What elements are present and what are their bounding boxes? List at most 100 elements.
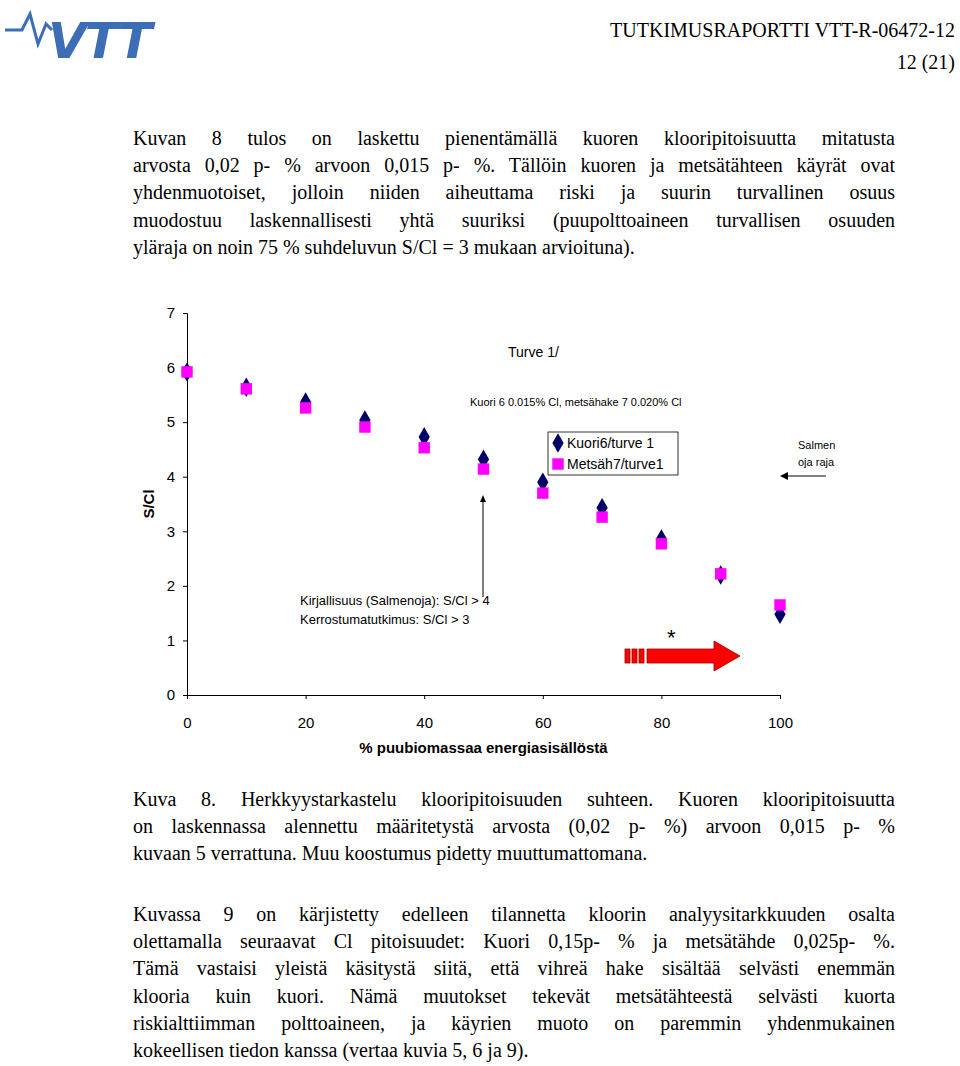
annotation: Salmen bbox=[798, 439, 835, 451]
arrows bbox=[480, 472, 826, 671]
y-tick: 5 bbox=[167, 413, 187, 430]
point bbox=[418, 442, 429, 453]
x-tick: 60 bbox=[535, 695, 552, 731]
x-tick-mark bbox=[780, 695, 781, 699]
logo: VTT bbox=[5, 12, 156, 70]
paragraph-line: Kuvassa 9 on kärjistetty edelleen tilann… bbox=[133, 903, 895, 926]
x-tick: 0 bbox=[183, 695, 191, 731]
paragraph-line: riskialttiimman polttoaineen, ja käyrien… bbox=[133, 1012, 895, 1035]
series bbox=[181, 366, 785, 610]
paragraph-line: olettamalla seuraavat Cl pitoisuudet: Ku… bbox=[133, 930, 895, 953]
annotation: oja raja bbox=[798, 456, 835, 468]
paragraph-line: yhdenmuotoiset, jolloin niiden aiheuttam… bbox=[133, 181, 895, 204]
y-tick: 2 bbox=[167, 577, 187, 594]
x-tick: 20 bbox=[298, 695, 315, 731]
paragraph-line: Tämä vastaisi yleistä käsitystä siitä, e… bbox=[133, 957, 895, 980]
points bbox=[181, 362, 785, 624]
y-axis: 0 1 2 3 4 5 6 7 bbox=[167, 304, 188, 703]
point bbox=[181, 366, 192, 377]
x-tick-label: 60 bbox=[535, 714, 552, 731]
paragraph-line: arvosta 0,02 p- % arvoon 0,015 p- %. Täl… bbox=[133, 154, 895, 177]
y-tick-mark bbox=[183, 477, 187, 478]
paragraph: Kuvassa 9 on kärjistetty edelleen tilann… bbox=[133, 903, 895, 1062]
y-tick-label: 3 bbox=[167, 523, 175, 540]
annotations: Turve 1/Kuori 6 0.015% Cl, metsähake 7 0… bbox=[300, 344, 835, 650]
legend-marker bbox=[552, 433, 563, 453]
y-tick-label: 2 bbox=[167, 577, 175, 594]
red-arrow-dash bbox=[625, 649, 630, 663]
y-tick-label: 6 bbox=[167, 359, 175, 376]
x-axis-line bbox=[188, 696, 781, 700]
y-tick: 4 bbox=[167, 468, 187, 485]
y-tick-mark bbox=[183, 422, 187, 423]
legend: Kuori6/turve 1Metsäh7/turve1 bbox=[548, 432, 678, 475]
chart: 0 1 2 3 4 5 6 7 0 20 40 60 80 100 % puubiomassaa energ… bbox=[140, 304, 835, 756]
x-axis-title: % puubiomassaa energiasisällöstä bbox=[359, 739, 608, 756]
arrow-head bbox=[780, 472, 788, 480]
point bbox=[537, 487, 548, 498]
red-arrow-dash bbox=[639, 649, 644, 663]
paragraph-line: muodostuu laskennallisesti yhtä suuriksi… bbox=[133, 209, 895, 232]
y-tick-mark bbox=[183, 313, 187, 314]
caption: Kuva 8. Herkkyystarkastelu klooripitoisu… bbox=[133, 788, 895, 865]
point bbox=[359, 421, 370, 432]
x-tick-label: 20 bbox=[298, 714, 315, 731]
logo-text: VTT bbox=[48, 12, 156, 70]
legend-marker bbox=[552, 458, 563, 469]
legend-label: Kuori6/turve 1 bbox=[567, 435, 654, 451]
y-tick-label: 0 bbox=[167, 686, 175, 703]
caption-line: on laskennassa alennettu määritetystä ar… bbox=[133, 815, 895, 838]
annotation: * bbox=[667, 625, 676, 650]
series bbox=[181, 362, 785, 624]
arrow-line bbox=[788, 476, 826, 477]
caption-line: Kuva 8. Herkkyystarkastelu klooripitoisu… bbox=[133, 788, 895, 811]
page-number: 12 (21) bbox=[897, 51, 955, 74]
logo-wave bbox=[5, 14, 52, 44]
y-tick-label: 5 bbox=[167, 413, 175, 430]
arrow-line bbox=[483, 502, 484, 597]
x-tick-label: 80 bbox=[654, 714, 671, 731]
annotation: Kuori 6 0.015% Cl, metsähake 7 0.020% Cl bbox=[470, 396, 682, 408]
point bbox=[715, 568, 726, 579]
y-tick: 3 bbox=[167, 523, 187, 540]
report-id: TUTKIMUSRAPORTTI VTT-R-06472-12 bbox=[610, 19, 955, 41]
paragraph-line: yläraja on noin 75 % suhdeluvun S/Cl = 3… bbox=[133, 236, 635, 259]
y-tick: 7 bbox=[167, 304, 187, 321]
point bbox=[774, 599, 785, 610]
y-axis-title: S/Cl bbox=[140, 489, 157, 518]
annotation: Turve 1/ bbox=[508, 344, 559, 360]
point bbox=[241, 377, 252, 397]
y-tick-mark bbox=[183, 531, 187, 532]
point bbox=[596, 511, 607, 522]
x-axis: 0 20 40 60 80 100 bbox=[183, 695, 793, 731]
x-tick-mark bbox=[661, 695, 662, 699]
legend-box bbox=[548, 432, 678, 475]
y-tick-label: 7 bbox=[167, 304, 175, 321]
x-tick: 100 bbox=[768, 695, 793, 731]
x-tick-mark bbox=[187, 695, 188, 699]
red-arrow-dash bbox=[632, 649, 637, 663]
paragraph: Kuvan 8 tulos on laskettu pienentämällä … bbox=[133, 127, 895, 259]
x-tick: 80 bbox=[654, 695, 671, 731]
x-tick-mark bbox=[306, 695, 307, 699]
x-tick-mark bbox=[543, 695, 544, 699]
y-tick: 1 bbox=[167, 632, 187, 649]
x-tick-mark bbox=[424, 695, 425, 699]
point bbox=[656, 538, 667, 549]
point bbox=[241, 383, 252, 394]
y-tick: 0 bbox=[167, 686, 187, 703]
point bbox=[478, 463, 489, 474]
arrow-head bbox=[480, 495, 486, 502]
point bbox=[715, 565, 726, 585]
annotation: Kirjallisuus (Salmenoja): S/Cl > 4 bbox=[300, 593, 490, 608]
y-tick-label: 1 bbox=[167, 632, 175, 649]
point bbox=[181, 362, 192, 382]
y-tick-mark bbox=[183, 695, 187, 696]
caption-line: kuvaan 5 verrattuna. Muu koostumus pidet… bbox=[133, 842, 647, 865]
x-tick-label: 40 bbox=[416, 714, 433, 731]
point bbox=[300, 402, 311, 413]
page: VTT TUTKIMUSRAPORTTI VTT-R-06472-12 12 (21… bbox=[0, 0, 960, 1066]
point bbox=[656, 529, 667, 549]
red-arrow bbox=[647, 641, 740, 671]
y-tick-label: 4 bbox=[167, 468, 175, 485]
